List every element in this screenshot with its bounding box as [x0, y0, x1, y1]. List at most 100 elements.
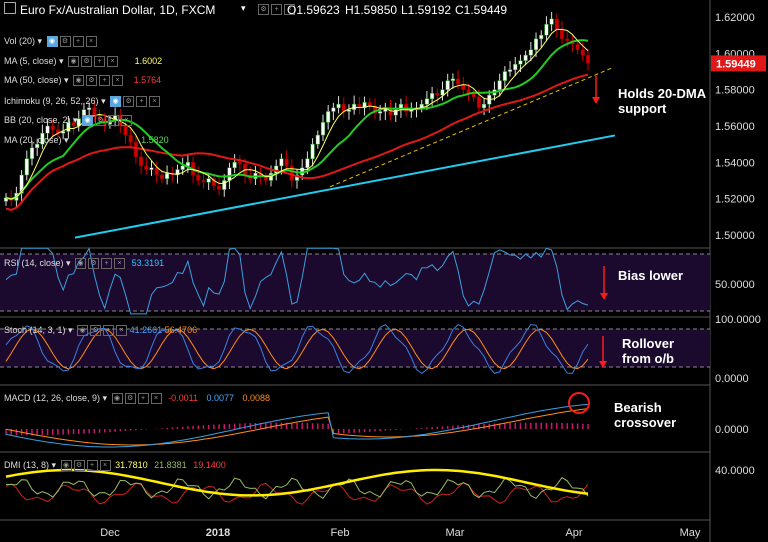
- eye-icon[interactable]: ◉: [82, 115, 94, 127]
- candle-body: [533, 38, 539, 51]
- symbol-title[interactable]: Euro Fx/Australian Dollar, 1D, FXCM: [20, 3, 216, 17]
- candle-body: [476, 96, 481, 109]
- y-tick-label: 1.56000: [715, 121, 755, 133]
- close-icon[interactable]: ×: [99, 460, 111, 472]
- macd-label[interactable]: MACD (12, 26, close, 9) ▾ ◉ ⚙ + × -0.0011 0…: [4, 393, 271, 405]
- settings-icon[interactable]: ⚙: [81, 56, 93, 68]
- stoch-d-value: 56.4706: [164, 325, 198, 335]
- candle-body: [232, 162, 237, 169]
- eye-icon[interactable]: ◉: [46, 36, 58, 48]
- ma20-label[interactable]: MA (20, close) ▾ 1.5820: [4, 135, 169, 145]
- eye-icon[interactable]: ◉: [75, 258, 87, 270]
- settings-icon[interactable]: ⚙: [88, 258, 100, 270]
- y-tick-label: 1.50000: [715, 230, 755, 242]
- dmi-plus-line: [6, 476, 589, 500]
- candle-body: [45, 125, 50, 134]
- annotation-arrows: [592, 76, 608, 368]
- chevron-down-icon[interactable]: ▾: [241, 3, 246, 13]
- annotation-stoch: Rollover from o/b: [622, 336, 674, 366]
- candle-body: [554, 18, 559, 31]
- candle-body: [40, 133, 45, 145]
- close-icon[interactable]: ×: [114, 258, 126, 270]
- candle-body: [211, 178, 216, 187]
- dmi-label[interactable]: DMI (13, 8) ▾ ◉ ⚙ + × 31.7810 21.8381 19.14…: [4, 460, 226, 472]
- x-tick-label: Mar: [446, 527, 465, 539]
- settings-icon[interactable]: ⚙: [124, 393, 136, 405]
- add-icon[interactable]: +: [271, 4, 282, 16]
- last-price-label: 1.59449: [716, 58, 756, 70]
- vol-label[interactable]: Vol (20) ▾ ◉ ⚙ + ×: [4, 36, 97, 48]
- candle-body: [201, 180, 206, 183]
- y-tick-label: 1.62000: [715, 12, 755, 24]
- eye-icon[interactable]: ◉: [111, 393, 123, 405]
- close-icon[interactable]: ×: [149, 96, 161, 108]
- candle-body: [123, 125, 128, 136]
- candle-body: [87, 107, 92, 110]
- settings-icon[interactable]: ⚙: [86, 75, 98, 87]
- candle-body: [424, 98, 429, 105]
- price-panel: [3, 12, 616, 239]
- bb-label[interactable]: BB (20, close, 2) ▾ ◉ ⚙ + ×: [4, 115, 133, 127]
- annotation-support-line1: Holds 20-DMA: [618, 86, 707, 101]
- eye-icon[interactable]: ◉: [77, 325, 89, 337]
- close-icon[interactable]: ×: [150, 393, 162, 405]
- add-icon[interactable]: +: [103, 325, 115, 337]
- ichimoku-label[interactable]: Ichimoku (9, 26, 52, 26) ▾ ◉ ⚙ + ×: [4, 96, 161, 108]
- close-icon[interactable]: ×: [85, 36, 97, 48]
- add-icon[interactable]: +: [94, 56, 106, 68]
- candle-body: [513, 64, 518, 70]
- eye-icon[interactable]: ◉: [60, 460, 72, 472]
- x-tick-label: May: [680, 527, 701, 539]
- close-icon[interactable]: ×: [121, 115, 133, 127]
- add-icon[interactable]: +: [137, 393, 149, 405]
- candle-body: [523, 54, 528, 61]
- candle-body: [378, 111, 383, 114]
- settings-icon[interactable]: ⚙: [95, 115, 107, 127]
- ma50-label[interactable]: MA (50, close) ▾ ◉ ⚙ + × 1.5764: [4, 75, 162, 87]
- candle-body: [331, 107, 336, 112]
- candle-body: [502, 71, 507, 81]
- add-icon[interactable]: +: [72, 36, 84, 48]
- settings-icon[interactable]: ⚙: [123, 96, 135, 108]
- add-icon[interactable]: +: [99, 75, 111, 87]
- annotation-rsi: Bias lower: [618, 268, 684, 283]
- candle-body: [559, 29, 565, 40]
- close-value: C1.59449: [455, 3, 508, 17]
- annotation-macd-line1: Bearish: [614, 400, 662, 415]
- settings-icon[interactable]: ⚙: [90, 325, 102, 337]
- stoch-k-value: 41.2661: [129, 325, 163, 335]
- ma5-label[interactable]: MA (5, close) ▾ ◉ ⚙ + × 1.6002: [4, 56, 163, 68]
- candle-body: [456, 78, 461, 85]
- rsi-label[interactable]: RSI (14, close) ▾ ◉ ⚙ + × 53.3191: [4, 258, 165, 270]
- add-icon[interactable]: +: [136, 96, 148, 108]
- stoch-label[interactable]: Stoch (14, 3, 1) ▾ ◉ ⚙ + × 41.2661 56.4706: [4, 325, 198, 337]
- candle-body: [367, 102, 372, 107]
- eye-icon[interactable]: ◉: [73, 75, 85, 87]
- dmi-plus-value: 21.8381: [154, 460, 187, 470]
- annotation-stoch-line1: Rollover: [622, 336, 675, 351]
- settings-icon[interactable]: ⚙: [73, 460, 85, 472]
- candle-body: [445, 80, 450, 90]
- close-icon[interactable]: ×: [107, 56, 119, 68]
- settings-icon[interactable]: ⚙: [258, 4, 269, 16]
- candle-body: [92, 107, 97, 118]
- close-icon[interactable]: ×: [116, 325, 128, 337]
- eye-icon[interactable]: ◉: [68, 56, 80, 68]
- close-icon[interactable]: ×: [284, 4, 295, 16]
- close-icon[interactable]: ×: [112, 75, 124, 87]
- candle-body: [565, 38, 570, 41]
- candle-body: [263, 176, 268, 181]
- add-icon[interactable]: +: [86, 460, 98, 472]
- axes: Dec 2018 Feb Mar Apr May1.620001.600001.58000…: [100, 12, 766, 539]
- add-icon[interactable]: +: [108, 115, 120, 127]
- y-tick-label: 50.0000: [715, 279, 755, 291]
- candle-body: [549, 18, 554, 25]
- candle-body: [450, 78, 455, 81]
- eye-icon[interactable]: ◉: [110, 96, 122, 108]
- add-icon[interactable]: +: [101, 258, 113, 270]
- settings-icon[interactable]: ⚙: [59, 36, 71, 48]
- candle-body: [430, 93, 435, 100]
- macd-hist-value: -0.0011: [168, 393, 198, 403]
- candle-body: [154, 167, 159, 176]
